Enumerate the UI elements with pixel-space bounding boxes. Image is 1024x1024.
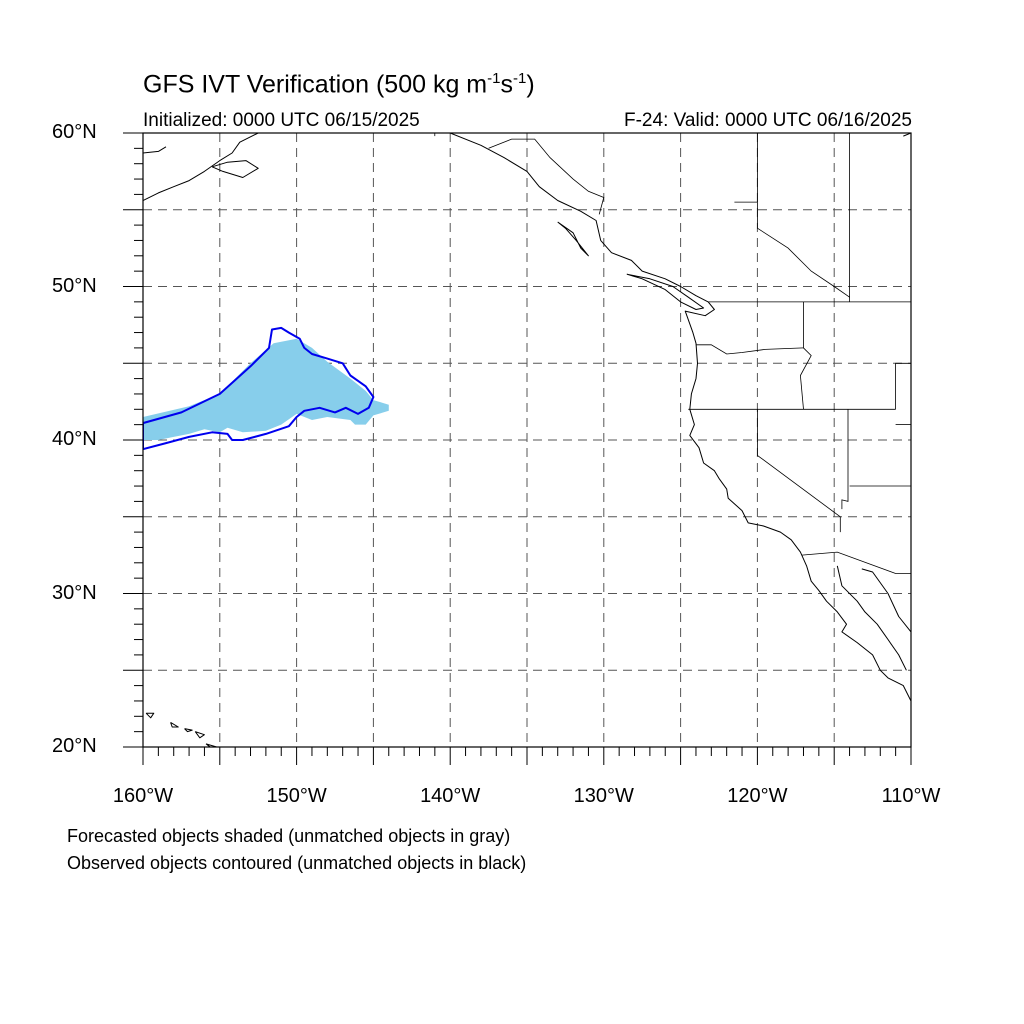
lon-label: 160°W (112, 785, 174, 807)
political-border (841, 409, 849, 510)
valid-time: F-24: Valid: 0000 UTC 06/16/2025 (624, 110, 912, 131)
coastline (626, 273, 705, 310)
coastline (211, 160, 259, 178)
axis-ticks (123, 132, 912, 765)
lat-label: 60°N (52, 121, 97, 143)
lon-label: 140°W (420, 785, 481, 807)
lat-label: 30°N (52, 581, 97, 604)
coastline (184, 728, 193, 733)
political-border (801, 551, 911, 574)
forecast-object-1 (143, 338, 389, 440)
political-border (488, 138, 605, 215)
graticule (143, 133, 911, 747)
observed-objects (143, 326, 375, 451)
observed-object-1 (143, 326, 375, 451)
caption-forecast: Forecasted objects shaded (unmatched obj… (67, 826, 511, 846)
coastline (143, 146, 167, 154)
coastline (836, 565, 907, 671)
coastline (557, 221, 589, 257)
coastline (145, 712, 155, 719)
political-border (757, 409, 841, 533)
plot-frame (142, 132, 912, 748)
political-border (799, 301, 812, 410)
political-border (895, 362, 911, 410)
coastline (194, 731, 205, 739)
coastline (170, 721, 179, 728)
political-border (696, 344, 804, 355)
coastline (450, 133, 911, 702)
lat-label: 40°N (52, 428, 97, 450)
geography-lines (143, 133, 911, 747)
lat-label: 50°N (52, 274, 97, 297)
forecast-objects (143, 338, 389, 440)
map-title: GFS IVT Verification (500 kg m-1s-1) (143, 70, 535, 99)
initialized-time: Initialized: 0000 UTC 06/15/2025 (143, 110, 420, 131)
coastline (143, 133, 259, 201)
caption-observed: Observed objects contoured (unmatched ob… (67, 853, 527, 873)
political-border (757, 133, 850, 298)
coastline (205, 743, 218, 747)
lat-label: 20°N (52, 735, 97, 757)
lon-label: 110°W (881, 785, 941, 807)
lon-label: 120°W (727, 785, 788, 807)
coastline (861, 568, 911, 638)
lon-label: 150°W (266, 785, 327, 807)
lon-label: 130°W (573, 785, 634, 807)
